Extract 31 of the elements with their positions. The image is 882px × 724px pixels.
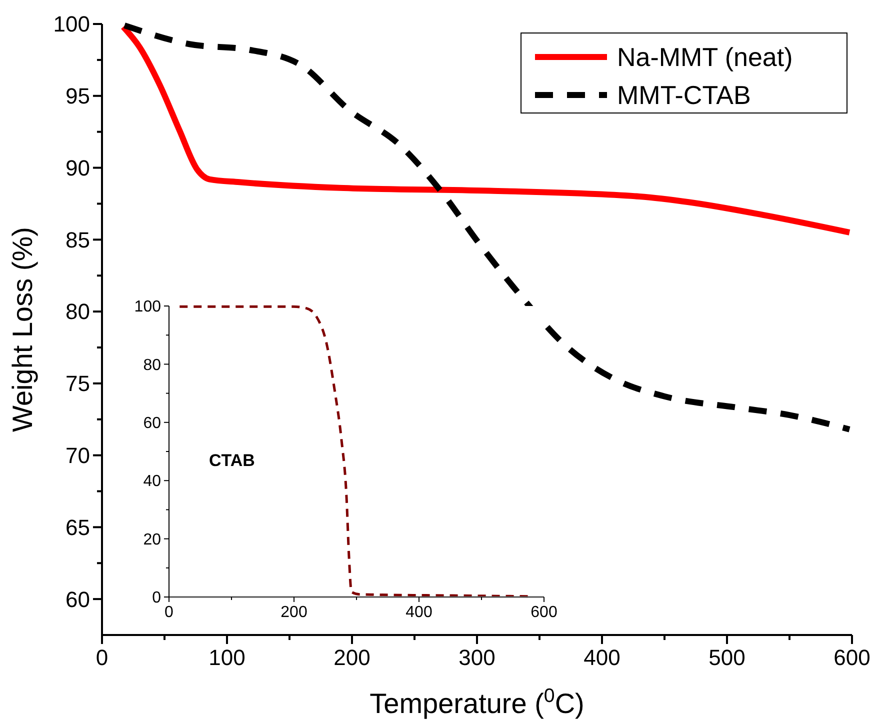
x-tick-label: 500 [708,644,746,670]
x-tick-label: 200 [334,644,370,670]
y-tick-label: 75 [66,371,90,396]
x-tick-label: 600 [530,604,558,622]
y-tick-label: 60 [66,586,90,612]
x-tick-label: 100 [208,644,246,670]
annotation: CTAB [209,451,255,470]
y-tick-label: 100 [53,12,90,37]
y-axis-title: Weight Loss (%) [7,227,38,432]
y-tick-label: 95 [66,84,90,109]
legend-label: MMT-CTAB [617,80,751,110]
legend-label: Na-MMT (neat) [617,42,793,72]
y-tick-label: 80 [143,356,162,374]
x-tick-label: 600 [834,644,870,670]
y-tick-label: 65 [66,514,90,540]
y-tick-label: 0 [152,590,162,607]
y-tick-label: 85 [66,227,90,252]
x-tick-label: 0 [164,604,174,622]
y-tick-label: 70 [66,442,90,468]
x-tick-label: 400 [406,604,432,622]
y-tick-label: 90 [66,155,90,180]
x-tick-label: 400 [584,644,620,670]
y-tick-label: 20 [143,531,162,548]
y-tick-label: 80 [66,299,90,324]
x-tick-label: 0 [96,644,108,670]
y-tick-label: 40 [143,473,162,490]
x-tick-label: 300 [458,644,496,670]
y-tick-label: 60 [143,415,162,432]
x-tick-label: 200 [280,604,308,622]
y-tick-label: 100 [134,298,162,316]
x-axis-title: Temperature ($^{0}$C) [370,685,584,719]
